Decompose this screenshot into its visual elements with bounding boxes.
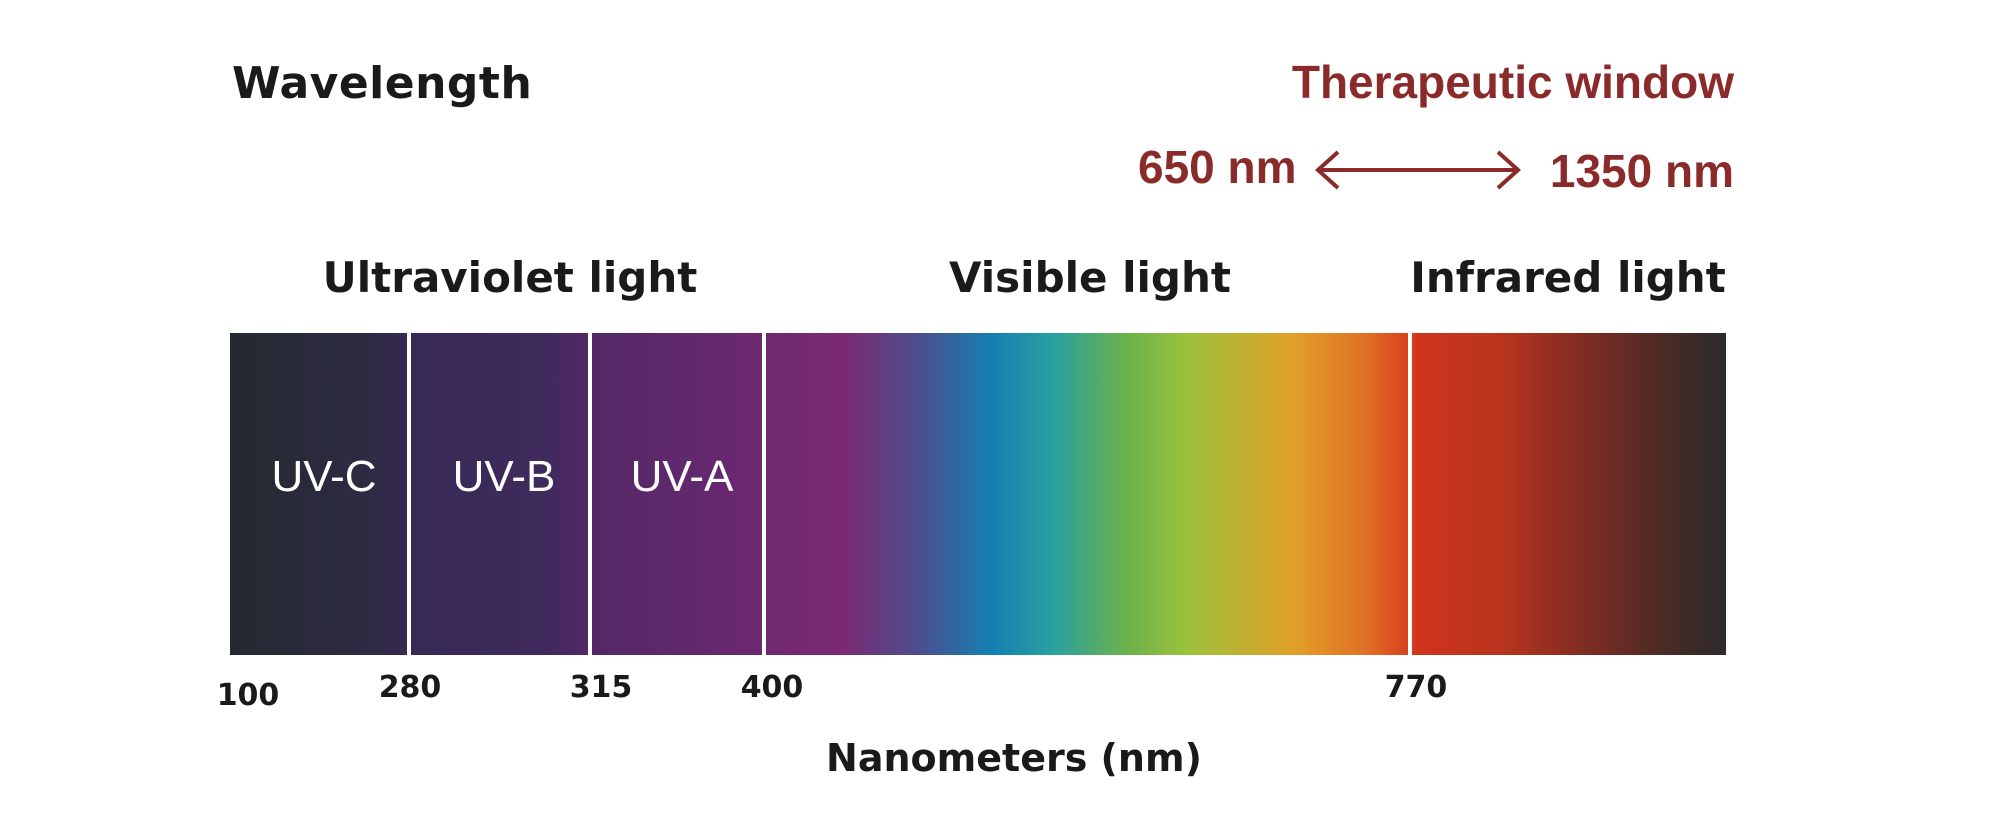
tick-label-770: 770: [1384, 670, 1448, 705]
band-label-uva: UV-A: [630, 452, 734, 501]
therapeutic-window-start: 650 nm: [1138, 141, 1297, 193]
divider-400: [762, 333, 766, 655]
axis-title: Nanometers (nm): [826, 736, 1202, 780]
therapeutic-window-title: Therapeutic window: [1291, 56, 1734, 108]
band-label-uvb: UV-B: [452, 452, 556, 501]
divider-315: [588, 333, 592, 655]
tick-label-100: 100: [216, 678, 280, 713]
diagram-title: Wavelength: [232, 58, 533, 109]
spectrum-bar: [230, 333, 1726, 655]
divider-770: [1408, 333, 1412, 655]
tick-label-400: 400: [740, 670, 804, 705]
double-arrow-icon: [1315, 150, 1521, 190]
visible-region-label: Visible light: [949, 253, 1231, 302]
infrared-region-label: Infrared light: [1410, 253, 1726, 302]
divider-280: [407, 333, 411, 655]
tick-label-280: 280: [378, 670, 442, 705]
therapeutic-window-end: 1350 nm: [1549, 145, 1734, 197]
band-label-uvc: UV-C: [271, 452, 377, 501]
tick-label-315: 315: [569, 670, 633, 705]
ultraviolet-region-label: Ultraviolet light: [322, 253, 698, 302]
